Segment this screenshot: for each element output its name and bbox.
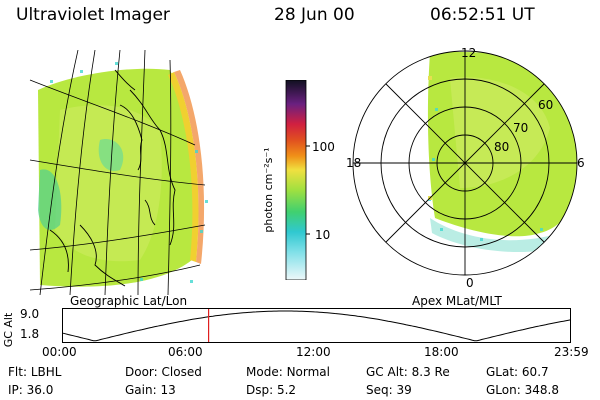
limb-glow	[168, 72, 199, 262]
alt-xtick-1: 06:00	[168, 345, 203, 359]
time-label: 06:52:51 UT	[430, 5, 535, 25]
info-ip: IP: 36.0	[8, 383, 54, 397]
mlt-0-label: 0	[466, 276, 474, 290]
geographic-image	[29, 50, 208, 295]
colorbar-title: photon cm⁻²s⁻¹	[262, 147, 275, 232]
info-door: Door: Closed	[125, 365, 202, 379]
info-gcalt: GC Alt: 8.3 Re	[366, 365, 450, 379]
mlt-12-label: 12	[461, 46, 477, 60]
polar-plot	[352, 50, 578, 276]
alt-ytick-min: 1.8	[20, 327, 40, 341]
apex-label: Apex MLat/MLT	[412, 294, 502, 308]
instrument-title: Ultraviolet Imager	[16, 5, 170, 25]
altitude-plot	[62, 308, 572, 343]
info-mode: Mode: Normal	[246, 365, 330, 379]
info-seq: Seq: 39	[366, 383, 412, 397]
alt-ylabel-text: GC Alt	[2, 312, 15, 347]
colorbar: photon cm⁻²s⁻¹	[262, 80, 310, 280]
info-dsp: Dsp: 5.2	[246, 383, 297, 397]
alt-xtick-3: 18:00	[424, 345, 459, 359]
mlt-6-label: 6	[577, 156, 585, 170]
colorbar-tick-10: 10	[315, 228, 331, 242]
mlat-60-label: 60	[538, 98, 554, 112]
info-flt: Flt: LBHL	[8, 365, 62, 379]
alt-ylabel: GC Alt	[0, 312, 16, 348]
info-gain: Gain: 13	[125, 383, 176, 397]
alt-xtick-4: 23:59	[554, 345, 589, 359]
mlt-18-label: 18	[346, 156, 362, 170]
mlat-80-label: 80	[494, 140, 510, 154]
info-glat: GLat: 60.7	[486, 365, 549, 379]
colorbar-tick-100: 100	[312, 140, 335, 154]
geographic-label: Geographic Lat/Lon	[70, 294, 188, 308]
alt-xtick-2: 12:00	[296, 345, 331, 359]
colorbar-gradient	[285, 80, 307, 280]
mlat-70-label: 70	[513, 121, 529, 135]
alt-xtick-0: 00:00	[42, 345, 77, 359]
alt-ytick-max: 9.0	[20, 307, 40, 321]
info-glon: GLon: 348.8	[486, 383, 559, 397]
date-label: 28 Jun 00	[274, 5, 355, 25]
altitude-curve	[62, 310, 572, 342]
